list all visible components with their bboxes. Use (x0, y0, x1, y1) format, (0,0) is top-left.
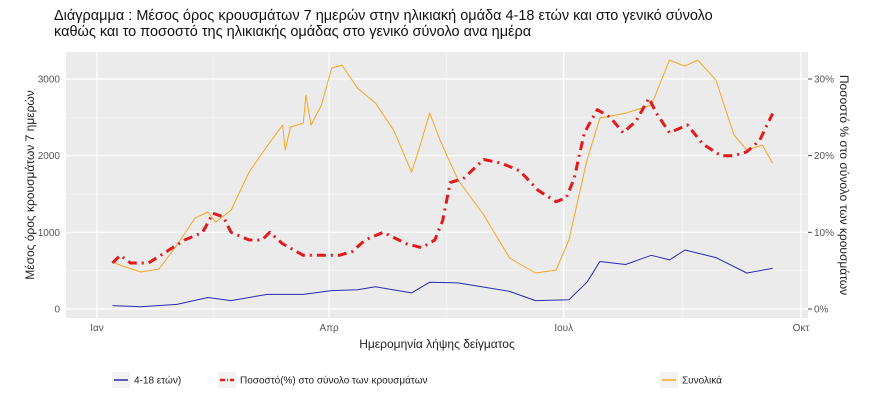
y-axis-right-label: Ποσοστό % στο σύνολο των κρουσμάτων (837, 75, 851, 295)
x-axis-label: Ημερομηνία λήψης δείγματος (359, 337, 515, 351)
series-line-0 (112, 249, 773, 308)
legend-label: 4-18 ετών) (134, 375, 181, 387)
y-right-tick-label: 20% (814, 151, 834, 162)
y-tick-label: 0 (54, 305, 60, 316)
x-tick-label: Ιουλ (554, 323, 573, 334)
chart-title: Διάγραμμα : Μέσος όρος κρουσμάτων 7 ημερ… (54, 8, 713, 40)
y-tick-label: 3000 (38, 75, 61, 86)
x-tick-label: Απρ (319, 323, 339, 334)
title-line-1: Διάγραμμα : Μέσος όρος κρουσμάτων 7 ημερ… (54, 8, 713, 24)
y-right-tick-label: 0% (814, 305, 829, 316)
series-line-1 (111, 96, 774, 265)
y-right-tick-label: 30% (814, 75, 834, 86)
legend-label: Ποσοστό(%) στο σύνολο των κρουσμάτων (240, 375, 428, 387)
y-axis-label: Μέσος όρος κρουσμάτων 7 ημερών (23, 90, 37, 280)
legend-label: Συνολικά (682, 375, 722, 387)
plot-panel (66, 52, 808, 318)
y-tick-label: 2000 (38, 151, 61, 162)
x-tick-label: Οκτ (793, 323, 810, 334)
x-tick-label: Ιαν (90, 323, 104, 334)
title-line-2: καθώς και το ποσοστό της ηλικιακής ομάδα… (54, 24, 532, 40)
y-tick-label: 1000 (38, 228, 61, 239)
series-line-2 (112, 59, 774, 274)
y-right-tick-label: 10% (814, 228, 834, 239)
